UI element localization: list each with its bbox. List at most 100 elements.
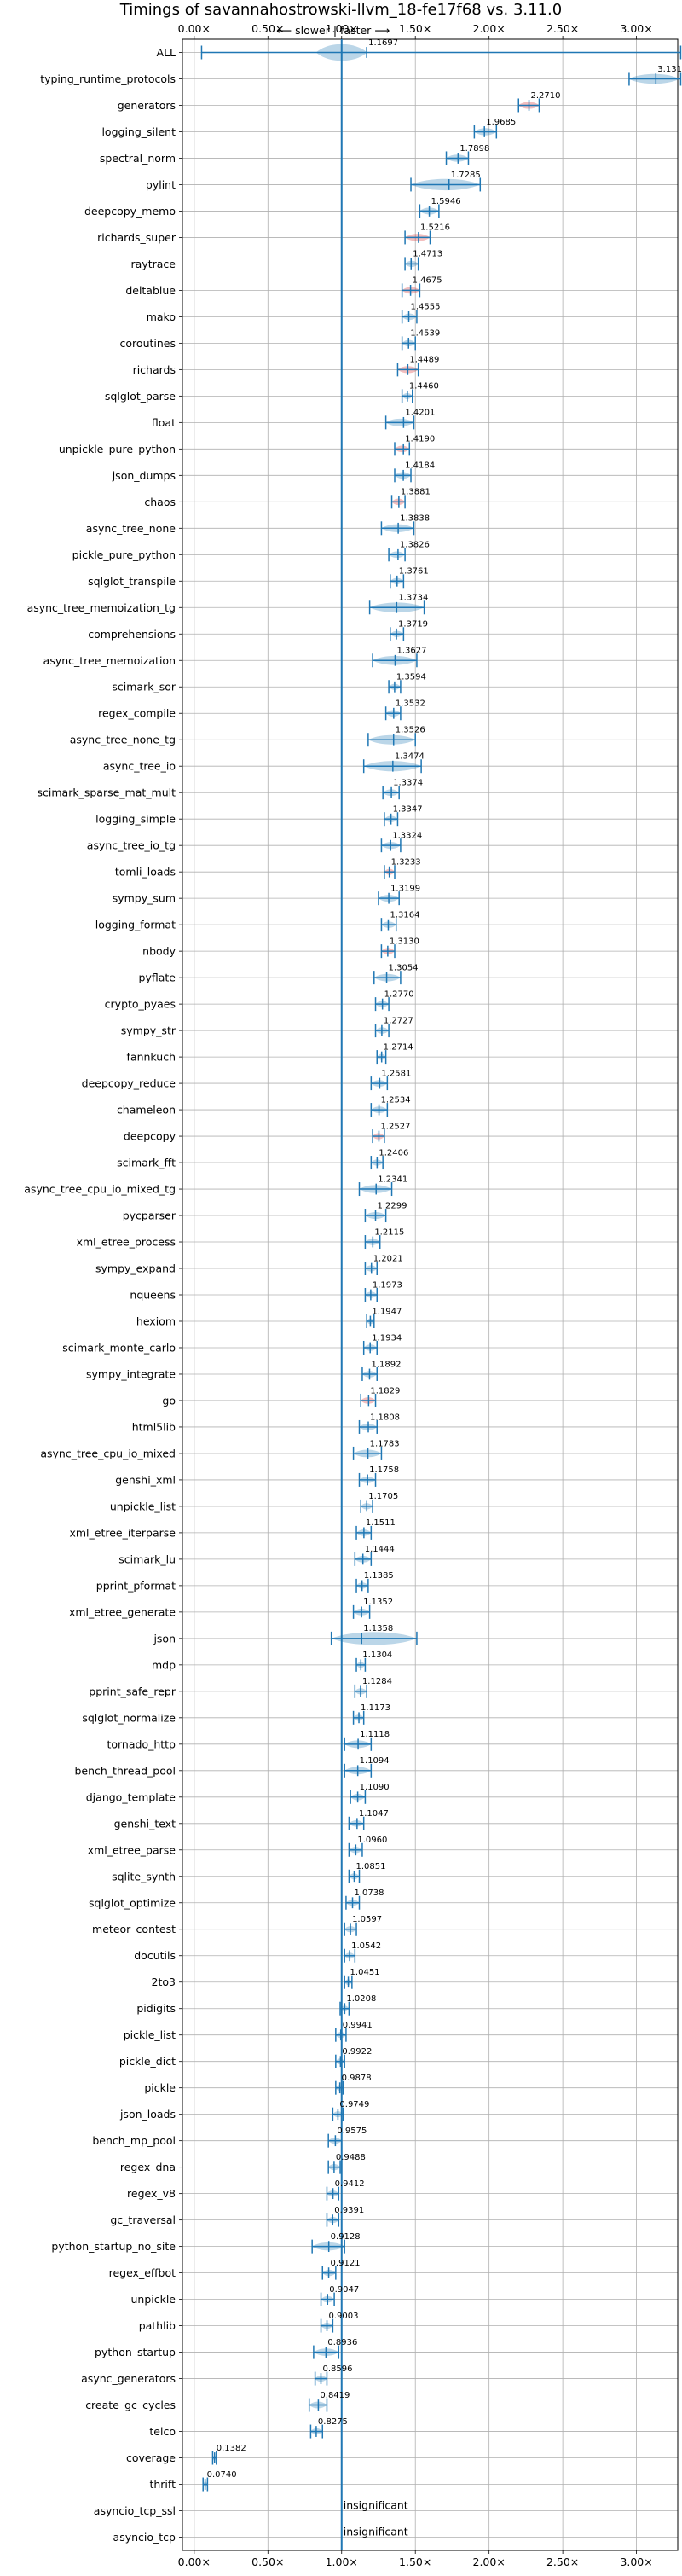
- data-label: 1.2406: [379, 1148, 408, 1157]
- y-tick-label: xml_etree_generate: [69, 1605, 176, 1618]
- data-label: 3.1314: [657, 65, 682, 74]
- data-label: 1.0597: [352, 1915, 382, 1924]
- data-label: 1.1090: [360, 1783, 390, 1792]
- y-tick-label: scimark_fft: [117, 1157, 176, 1169]
- y-tick-label: python_startup: [95, 2346, 176, 2358]
- data-label: 0.9121: [331, 2259, 361, 2268]
- data-label: 1.2341: [378, 1175, 407, 1184]
- y-tick-label: regex_v8: [127, 2187, 176, 2200]
- y-tick-label: crypto_pyaes: [105, 998, 176, 1011]
- data-label: 0.9878: [342, 2074, 372, 2083]
- y-tick-label: mdp: [152, 1658, 176, 1671]
- data-label: 1.1173: [361, 1703, 390, 1713]
- y-tick-label: sqlglot_optimize: [89, 1896, 176, 1909]
- x-tick-label-top: 0.50×: [251, 22, 284, 35]
- data-label: 0.0740: [207, 2470, 237, 2480]
- data-label: 1.4713: [413, 250, 442, 259]
- data-label: 1.1808: [370, 1413, 400, 1422]
- data-label: 1.3324: [392, 832, 422, 841]
- y-tick-label: sqlglot_transpile: [88, 575, 176, 588]
- data-label: 1.3627: [396, 647, 426, 656]
- y-tick-label: genshi_xml: [115, 1473, 176, 1486]
- data-label: 1.3532: [396, 699, 425, 709]
- y-tick-label: async_tree_cpu_io_mixed_tg: [24, 1183, 176, 1196]
- data-label: 1.1829: [370, 1386, 400, 1395]
- y-tick-label: sympy_integrate: [86, 1367, 176, 1380]
- y-tick-label: asyncio_tcp_ssl: [94, 2504, 176, 2517]
- data-label: 1.3054: [389, 963, 419, 972]
- x-tick-label-bottom: 2.50×: [546, 2556, 579, 2568]
- data-label: 1.2714: [384, 1042, 413, 1052]
- data-label: 1.1758: [369, 1465, 399, 1475]
- data-label: 1.5946: [431, 197, 461, 206]
- data-label: 1.4184: [405, 461, 435, 471]
- y-tick-label: xml_etree_iterparse: [69, 1526, 176, 1539]
- data-label: 1.4201: [405, 409, 435, 418]
- y-tick-label: unpickle_list: [110, 1500, 176, 1512]
- y-tick-label: json: [153, 1632, 176, 1645]
- data-label: 1.0208: [346, 1994, 376, 2004]
- data-label: 1.1947: [372, 1307, 402, 1316]
- y-tick-label: coverage: [126, 2451, 176, 2464]
- data-label: 1.5216: [420, 223, 450, 233]
- y-tick-label: sympy_expand: [95, 1262, 176, 1275]
- data-label: 1.1511: [366, 1518, 396, 1528]
- data-label: 1.4460: [409, 382, 439, 392]
- data-label: 1.1358: [363, 1624, 393, 1633]
- y-tick-label: django_template: [86, 1790, 176, 1803]
- y-tick-label: chameleon: [117, 1104, 176, 1117]
- data-label: 1.0542: [351, 1941, 381, 1951]
- data-label: 1.3130: [390, 937, 419, 946]
- data-label: 1.4190: [405, 435, 435, 444]
- data-label: 1.3719: [398, 620, 428, 629]
- y-tick-label: deepcopy_reduce: [82, 1077, 176, 1090]
- y-tick-label: async_tree_io_tg: [87, 839, 176, 852]
- y-tick-label: logging_simple: [95, 813, 176, 826]
- x-tick-label-top: 1.00×: [326, 22, 358, 35]
- y-tick-label: mako: [147, 310, 176, 323]
- data-label: 0.9941: [343, 2021, 373, 2030]
- data-label: 1.4675: [413, 276, 442, 286]
- data-label: 0.9128: [331, 2232, 361, 2242]
- y-tick-label: chaos: [144, 496, 176, 508]
- y-tick-label: gc_traversal: [110, 2213, 176, 2226]
- y-tick-label: regex_dna: [120, 2161, 176, 2173]
- y-tick-label: unpickle_pure_python: [59, 443, 176, 455]
- y-tick-label: asyncio_tcp: [113, 2531, 176, 2544]
- y-tick-label: json_loads: [119, 2108, 176, 2121]
- y-tick-label: json_dumps: [112, 469, 176, 482]
- y-tick-label: deepcopy: [124, 1130, 176, 1143]
- data-label: 1.1705: [368, 1492, 398, 1501]
- data-label: 1.4555: [411, 303, 441, 312]
- data-label: 1.9685: [486, 118, 516, 127]
- x-tick-label-top: 2.00×: [473, 22, 506, 35]
- insignificant-label: insignificant: [344, 2499, 408, 2512]
- data-label: 1.4539: [410, 329, 440, 339]
- x-tick-label-bottom: 1.50×: [399, 2556, 431, 2568]
- y-tick-label: scimark_lu: [118, 1552, 176, 1565]
- x-tick-label-bottom: 3.00×: [620, 2556, 652, 2568]
- data-label: 1.1697: [368, 38, 398, 48]
- data-label: 1.1118: [360, 1730, 390, 1739]
- data-label: 1.1047: [359, 1809, 389, 1819]
- data-label: 1.3164: [390, 910, 419, 920]
- y-tick-label: tornado_http: [107, 1738, 176, 1750]
- y-tick-label: sqlglot_parse: [105, 390, 176, 403]
- data-label: 1.2021: [373, 1254, 403, 1263]
- y-tick-label: telco: [149, 2425, 176, 2438]
- data-label: 1.1385: [364, 1571, 394, 1581]
- data-label: 0.8936: [327, 2338, 357, 2347]
- direction-label: ⟵ slower | faster ⟶: [276, 24, 390, 37]
- data-label: 2.2710: [531, 91, 561, 101]
- x-tick-label-top: 3.00×: [620, 22, 652, 35]
- data-label: 1.0960: [357, 1836, 387, 1845]
- data-label: 1.0851: [355, 1862, 385, 1871]
- data-label: 0.9412: [335, 2179, 365, 2189]
- chart-title: Timings of savannahostrowski-llvm_18-fe1…: [119, 1, 563, 19]
- y-tick-label: scimark_sor: [112, 681, 176, 693]
- data-label: 1.2770: [384, 989, 414, 999]
- y-tick-label: pickle_pure_python: [72, 548, 176, 561]
- y-tick-label: tomli_loads: [115, 866, 176, 879]
- y-tick-label: bench_thread_pool: [74, 1764, 176, 1777]
- y-tick-label: pyflate: [139, 972, 176, 984]
